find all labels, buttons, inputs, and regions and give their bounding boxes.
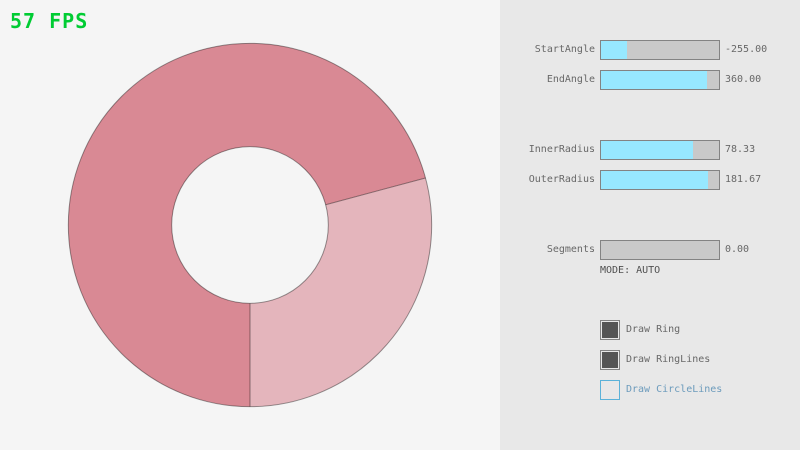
inner-radius-value: 78.33: [725, 144, 756, 155]
start-angle-value: -255.00: [725, 44, 768, 55]
checkbox-row-draw-circlelines: Draw CircleLines: [600, 380, 800, 400]
end-angle-value: 360.00: [725, 74, 762, 85]
slider-row-segments: Segments 0.00: [500, 240, 800, 260]
ring-viewport: 57 FPS: [10, 9, 433, 408]
slider-row-outer-radius: OuterRadius 181.67: [500, 170, 800, 190]
draw-circlelines-checkbox[interactable]: [600, 380, 620, 400]
checkbox-row-draw-ring: Draw Ring: [600, 320, 800, 340]
outer-radius-value: 181.67: [725, 174, 762, 185]
checkbox-row-draw-ringlines: Draw RingLines: [600, 350, 800, 370]
slider-row-end-angle: EndAngle 360.00: [500, 70, 800, 90]
slider-row-start-angle: StartAngle -255.00: [500, 40, 800, 60]
fps-counter: 57 FPS: [10, 9, 89, 33]
slider-fill: [601, 71, 708, 89]
outer-radius-slider[interactable]: [600, 170, 720, 190]
slider-fill: [601, 141, 694, 159]
mode-text: MODE: AUTO: [600, 265, 661, 276]
draw-ring-checkbox[interactable]: [600, 320, 620, 340]
check-mark-icon: [602, 352, 618, 368]
end-angle-label: EndAngle: [546, 74, 595, 85]
draw-ringlines-checkbox[interactable]: [600, 350, 620, 370]
draw-circlelines-label: Draw CircleLines: [626, 384, 723, 395]
draw-ring-label: Draw Ring: [626, 324, 681, 335]
slider-row-inner-radius: InnerRadius 78.33: [500, 140, 800, 160]
segments-label: Segments: [546, 244, 595, 255]
start-angle-label: StartAngle: [534, 44, 595, 55]
controls-panel: StartAngle -255.00 EndAngle 360.00 Inner…: [500, 0, 800, 450]
slider-fill: [601, 41, 627, 59]
segments-value: 0.00: [725, 244, 750, 255]
inner-radius-slider[interactable]: [600, 140, 720, 160]
slider-fill: [601, 171, 709, 189]
outer-radius-label: OuterRadius: [528, 174, 595, 185]
start-angle-slider[interactable]: [600, 40, 720, 60]
ring-canvas: [67, 42, 433, 408]
inner-radius-label: InnerRadius: [528, 144, 595, 155]
end-angle-slider[interactable]: [600, 70, 720, 90]
draw-ringlines-label: Draw RingLines: [626, 354, 711, 365]
check-mark-icon: [602, 322, 618, 338]
segments-slider[interactable]: [600, 240, 720, 260]
